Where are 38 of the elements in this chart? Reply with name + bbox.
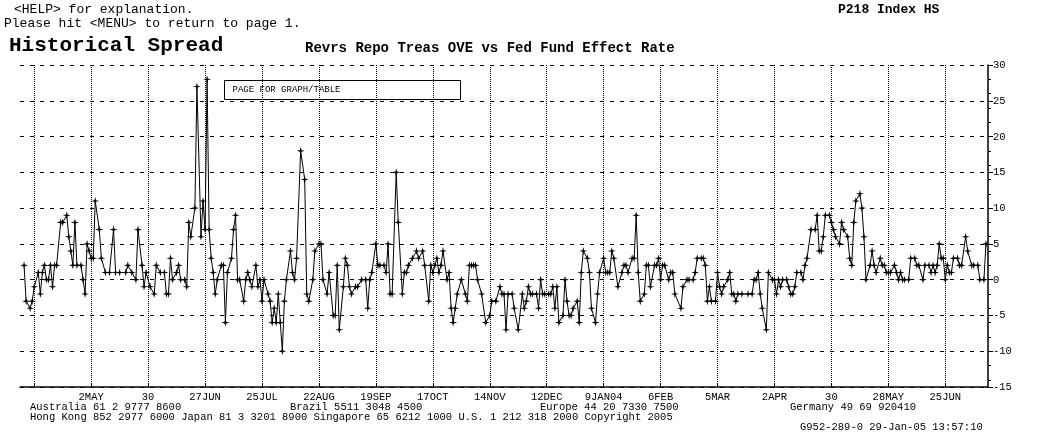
x-tick-label: 30 — [141, 390, 155, 403]
x-tick-label: 17OCT — [417, 390, 449, 403]
text: G952-289-0 29-Jan-05 13:57:10 — [800, 420, 983, 433]
y-tick-label: 0 — [993, 273, 1000, 286]
x-tick-label: 27JUN — [189, 390, 221, 403]
text: Hong Kong 852 2977 6000 Japan 81 3 3201 8900 Singapore 65 6212 1000 U.S. 1 212 318 2000 Copyright 2005 — [30, 410, 673, 423]
x-tick-label: 30 — [825, 390, 838, 403]
text: <HELP> for explanation. — [14, 2, 194, 17]
chart-title: Historical Spread — [9, 34, 224, 57]
x-tick-label: 9JAN04 — [584, 390, 623, 403]
y-tick-label: 20 — [993, 130, 1006, 143]
x-tick-label: 2MAY — [78, 390, 105, 403]
y-tick-label: 5 — [993, 237, 1000, 250]
x-tick-label: 25JUN — [929, 390, 962, 403]
text: Please hit <MENU> to return to page 1. — [4, 16, 301, 31]
x-tick-label: 5MAR — [704, 390, 731, 403]
text: P218 Index HS — [838, 2, 940, 17]
text: Australia 61 2 9777 8600 — [30, 400, 182, 413]
y-tick-label: -15 — [993, 381, 1012, 393]
x-tick-label: 28MAY — [872, 390, 905, 403]
x-tick-label: 2APR — [761, 390, 788, 403]
y-tick-label: 25 — [993, 94, 1006, 107]
x-tick-label: 25JUL — [246, 390, 278, 403]
text: Germany 49 69 920410 — [790, 400, 917, 413]
x-tick-label: 12DEC — [530, 390, 563, 403]
x-tick-label: 19SEP — [360, 390, 392, 403]
text: Europe 44 20 7330 7500 — [540, 400, 679, 413]
y-tick-label: -10 — [993, 345, 1012, 358]
x-tick-label: 14NOV — [474, 390, 507, 403]
x-tick-label: 6FEB — [647, 390, 674, 403]
text: Brazil 5511 3048 4500 — [290, 400, 423, 413]
y-tick-label: 10 — [993, 202, 1006, 215]
chart-subtitle: Revrs Repo Treas OVE vs Fed Fund Effect Rate — [305, 40, 675, 56]
y-tick-label: 30 — [993, 59, 1006, 71]
y-tick-label: 15 — [993, 166, 1006, 179]
y-tick-label: -5 — [993, 309, 1006, 322]
annotation: PAGE FOR GRAPH/TABLE — [232, 85, 341, 95]
x-tick-label: 22AUG — [303, 390, 335, 403]
